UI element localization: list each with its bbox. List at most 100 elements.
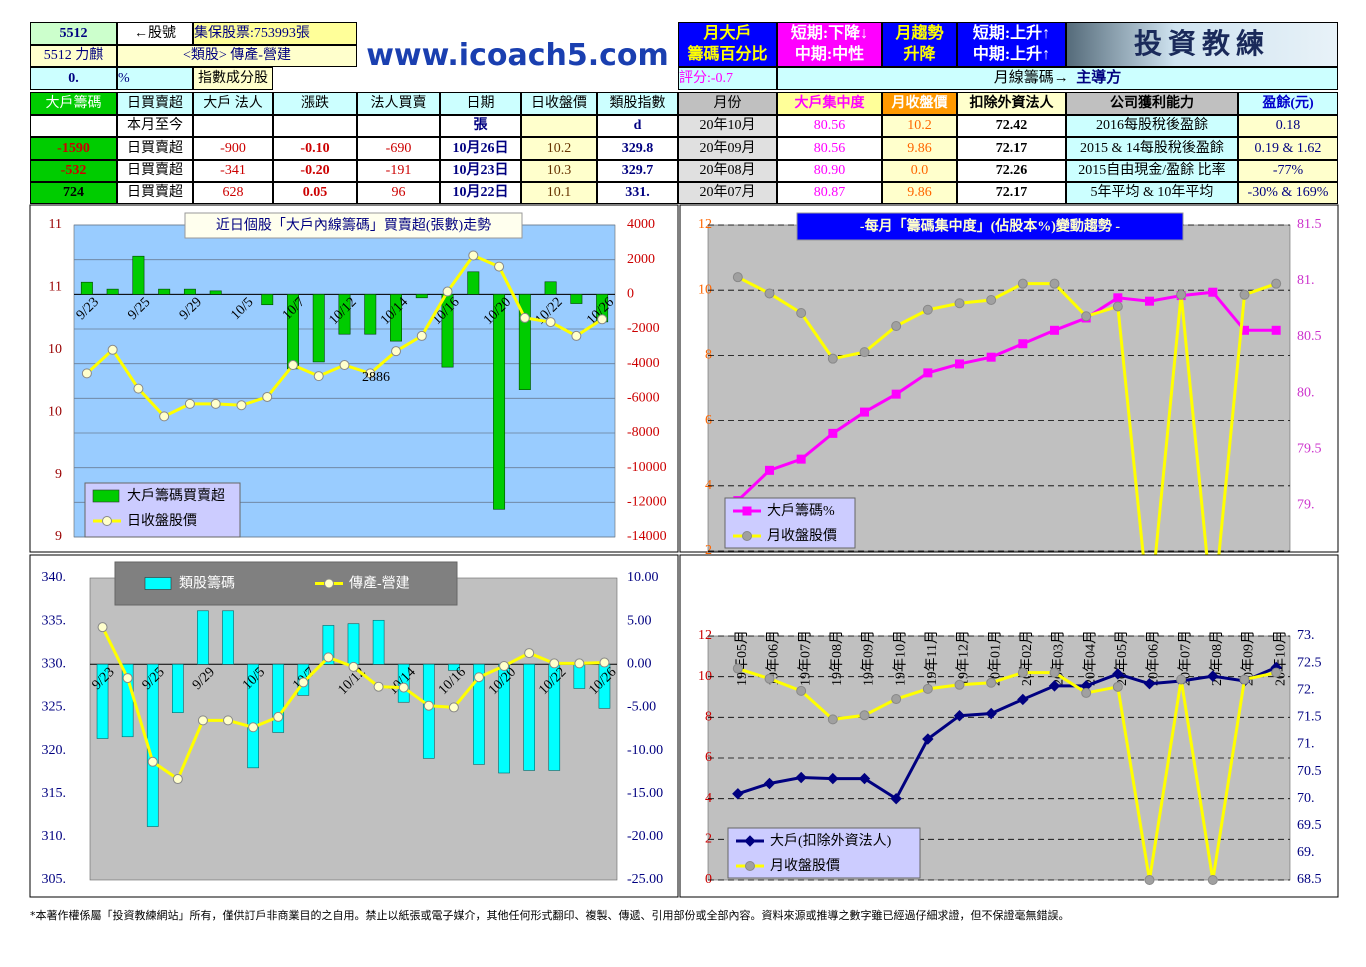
marker	[1049, 667, 1060, 678]
tick-label: 10	[698, 282, 712, 297]
legend-marker	[102, 516, 112, 526]
bar	[272, 663, 285, 733]
table-cell	[357, 115, 440, 137]
marker	[398, 682, 409, 693]
marker	[172, 774, 183, 785]
marker	[732, 663, 743, 674]
tick-label: 69.5	[1297, 818, 1322, 833]
bar	[172, 663, 184, 713]
table-cell	[521, 115, 597, 137]
marker	[827, 714, 838, 725]
header-cell: 日買賣超	[117, 92, 193, 115]
marker	[494, 261, 505, 272]
header-cell: 日收盤價	[521, 92, 597, 115]
table-cell: -191	[357, 160, 440, 182]
table-cell: 20年10月	[678, 115, 777, 137]
legend-label: 大戶籌碼%	[767, 503, 835, 519]
header-cell: 日期	[440, 92, 521, 115]
marker	[571, 330, 582, 341]
tick-label: 81.5	[1297, 217, 1322, 232]
bar	[390, 294, 402, 342]
table-cell: 72.26	[957, 160, 1066, 182]
marker	[1081, 311, 1092, 322]
marker	[597, 314, 608, 325]
big-holder-1: 月大戶	[703, 24, 752, 42]
table-cell: 10月23日	[440, 160, 521, 182]
marker	[763, 777, 776, 790]
table-cell: 本月至今	[117, 115, 193, 137]
legend-label: 月收盤股價	[767, 527, 837, 544]
tick-label: 310.	[42, 829, 67, 844]
header-cell: 月份	[678, 92, 777, 115]
marker	[323, 652, 334, 663]
bar	[570, 294, 583, 304]
table-cell: 10.3	[521, 160, 597, 182]
marker	[373, 681, 384, 692]
table-cell: 628	[193, 182, 273, 204]
table-cell: 5年平均 & 10年平均	[1066, 182, 1238, 204]
x-tick-label: 19年05月	[734, 630, 750, 686]
table-cell: 0.05	[273, 182, 357, 204]
marker	[954, 298, 965, 309]
stock-no: 5512	[30, 22, 117, 45]
monthly: 月線籌碼→ 主導方	[777, 67, 1338, 90]
table-cell: 9.86	[882, 137, 957, 160]
legend-label: 大戶(扣除外資法人)	[770, 833, 892, 849]
marker	[796, 685, 807, 696]
tick-label: 12	[698, 628, 712, 643]
marker	[107, 344, 118, 355]
tick-label: 80.5	[1297, 329, 1322, 344]
marker	[732, 272, 743, 283]
tick-label: 79.	[1297, 497, 1315, 512]
marker	[827, 353, 838, 364]
marker	[891, 389, 901, 399]
marker	[891, 321, 902, 332]
tick-label: 4000	[627, 217, 655, 232]
chart-title: -每月「籌碼集中度」(佔股本%)變動趨勢 -	[860, 218, 1120, 235]
logo: 投資教練	[1066, 22, 1338, 67]
title-box	[796, 212, 1184, 241]
tick-label: 305.	[42, 872, 67, 887]
legend-label: 大戶籌碼買賣超	[127, 488, 225, 504]
marker	[1143, 678, 1156, 690]
table-cell: -690	[357, 137, 440, 160]
header-cell: 大戶集中度	[777, 92, 882, 115]
marker	[922, 304, 933, 315]
marker	[313, 371, 324, 382]
marker	[764, 288, 775, 299]
legend-swatch	[92, 489, 120, 503]
marker	[473, 672, 484, 683]
marker	[953, 709, 966, 722]
marker	[796, 308, 807, 319]
stock-no-label: ←股號	[117, 22, 193, 45]
marker	[468, 250, 479, 261]
header-cell: 公司獲利能力	[1066, 92, 1238, 115]
x-tick-label: 20年01月	[987, 630, 1003, 686]
tick-label: 10	[48, 342, 62, 357]
marker	[147, 756, 158, 767]
tick-label: 2000	[627, 252, 655, 267]
table-cell: 96	[357, 182, 440, 204]
marker	[1271, 667, 1282, 678]
tick-label: 11	[49, 217, 62, 232]
table-cell: 80.87	[777, 182, 882, 204]
marker	[955, 359, 964, 369]
x-tick-label: 20年04月	[1082, 630, 1098, 686]
legend-marker	[742, 531, 752, 541]
marker	[499, 661, 510, 672]
marker	[273, 711, 284, 722]
tick-label: 80.	[1297, 385, 1315, 400]
x-tick-label: 20年07月	[1177, 630, 1193, 686]
table-cell: 10.2	[882, 115, 957, 137]
tick-label: -15.00	[627, 786, 663, 801]
table-cell: 10.2	[521, 137, 597, 160]
marker	[524, 648, 535, 659]
table-cell: 0.18	[1238, 115, 1338, 137]
sector: <類股> 傳產-營建	[117, 45, 357, 67]
marker	[986, 677, 997, 688]
marker	[97, 622, 108, 633]
legend-marker	[742, 506, 752, 516]
bar	[347, 623, 360, 665]
marker	[1271, 325, 1281, 335]
